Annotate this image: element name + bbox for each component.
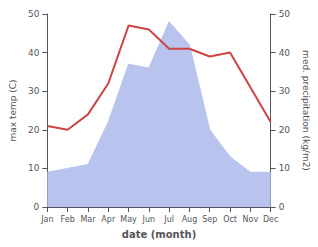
svg-text:Aug: Aug [182,215,198,224]
svg-text:50: 50 [28,9,40,19]
svg-text:30: 30 [28,86,40,96]
svg-text:50: 50 [279,9,291,19]
svg-text:Nov: Nov [243,215,259,224]
svg-text:Mar: Mar [80,215,96,224]
svg-text:Feb: Feb [61,215,75,224]
svg-text:10: 10 [28,163,40,173]
svg-text:20: 20 [279,125,291,135]
svg-text:30: 30 [279,86,291,96]
svg-text:Dec: Dec [263,215,278,224]
svg-text:Apr: Apr [101,215,116,224]
svg-text:10: 10 [279,163,291,173]
svg-text:May: May [120,215,137,224]
svg-text:Oct: Oct [223,215,237,224]
svg-text:0: 0 [279,202,285,212]
svg-text:date (month): date (month) [122,229,196,240]
svg-text:max temp (C): max temp (C) [8,79,18,141]
svg-text:40: 40 [28,48,40,58]
svg-text:Jan: Jan [40,215,53,224]
svg-text:20: 20 [28,125,40,135]
svg-text:Sep: Sep [202,215,217,224]
svg-text:Jun: Jun [142,215,156,224]
svg-text:40: 40 [279,48,291,58]
svg-text:0: 0 [34,202,40,212]
svg-text:med. precipitation (kg/m2): med. precipitation (kg/m2) [301,50,311,171]
svg-text:Jul: Jul [163,215,174,224]
